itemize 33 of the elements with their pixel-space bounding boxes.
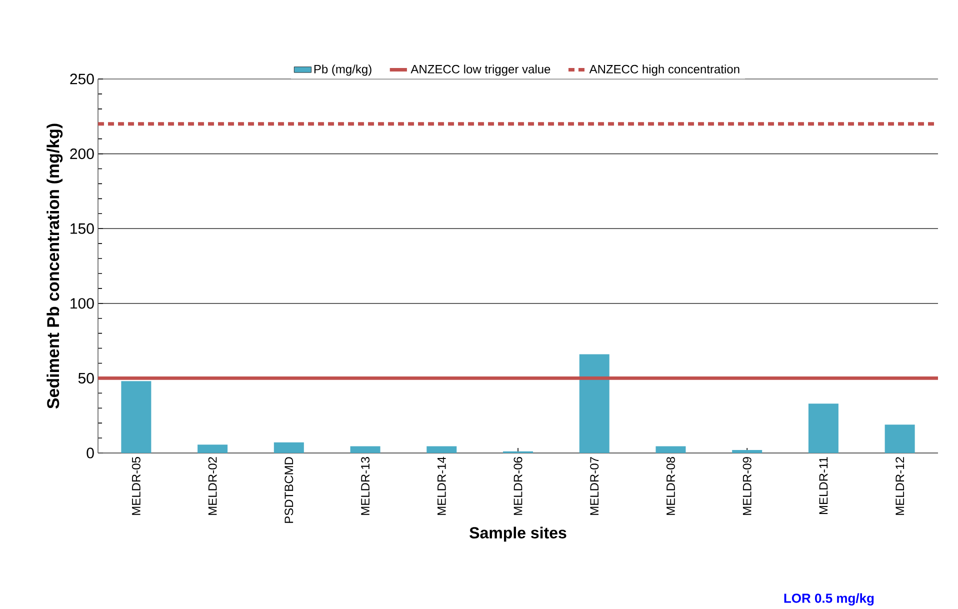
text: LOR 0.5 mg/kg xyxy=(784,593,874,606)
x-tick-label: MELDR-06 xyxy=(514,457,522,515)
bar xyxy=(274,442,304,453)
legend-label: ANZECC low trigger value xyxy=(410,64,550,76)
x-tick-label: MELDR-11 xyxy=(819,457,828,514)
x-tick-label: MELDR-14 xyxy=(438,456,446,515)
x-tick-label: MELDR-05 xyxy=(132,457,140,515)
y-tick-label: 50 xyxy=(78,372,94,384)
x-tick-label: MELDR-08 xyxy=(666,457,675,515)
y-tick-label: 200 xyxy=(70,148,94,160)
x-tick-label: MELDR-13 xyxy=(361,457,370,515)
y-tick-label: 0 xyxy=(86,448,94,458)
bar xyxy=(808,404,838,453)
bar xyxy=(121,381,152,453)
bar xyxy=(656,446,686,453)
x-tick-label: PSDTBCMD xyxy=(284,457,294,523)
y-tick-label: 250 xyxy=(70,74,94,84)
bar xyxy=(579,354,610,453)
x-tick-label: MELDR-12 xyxy=(896,457,904,515)
bar xyxy=(732,450,762,453)
y-tick-label: 150 xyxy=(70,223,94,234)
x-axis-title: Sample sites xyxy=(470,526,566,542)
legend-label: ANZECC high concentration xyxy=(589,64,740,76)
bar xyxy=(884,424,915,453)
y-tick-label: 100 xyxy=(70,298,94,309)
bar xyxy=(198,444,228,453)
bar xyxy=(350,446,380,453)
legend-label: Pb (mg/kg) xyxy=(314,64,372,76)
x-tick-label: MELDR-02 xyxy=(208,457,217,515)
bar xyxy=(426,446,457,453)
x-tick-label: MELDR-09 xyxy=(742,457,752,515)
y-axis-title: Sediment Pb concentration (mg/kg) xyxy=(46,124,63,409)
x-tick-label: MELDR-07 xyxy=(590,457,599,515)
